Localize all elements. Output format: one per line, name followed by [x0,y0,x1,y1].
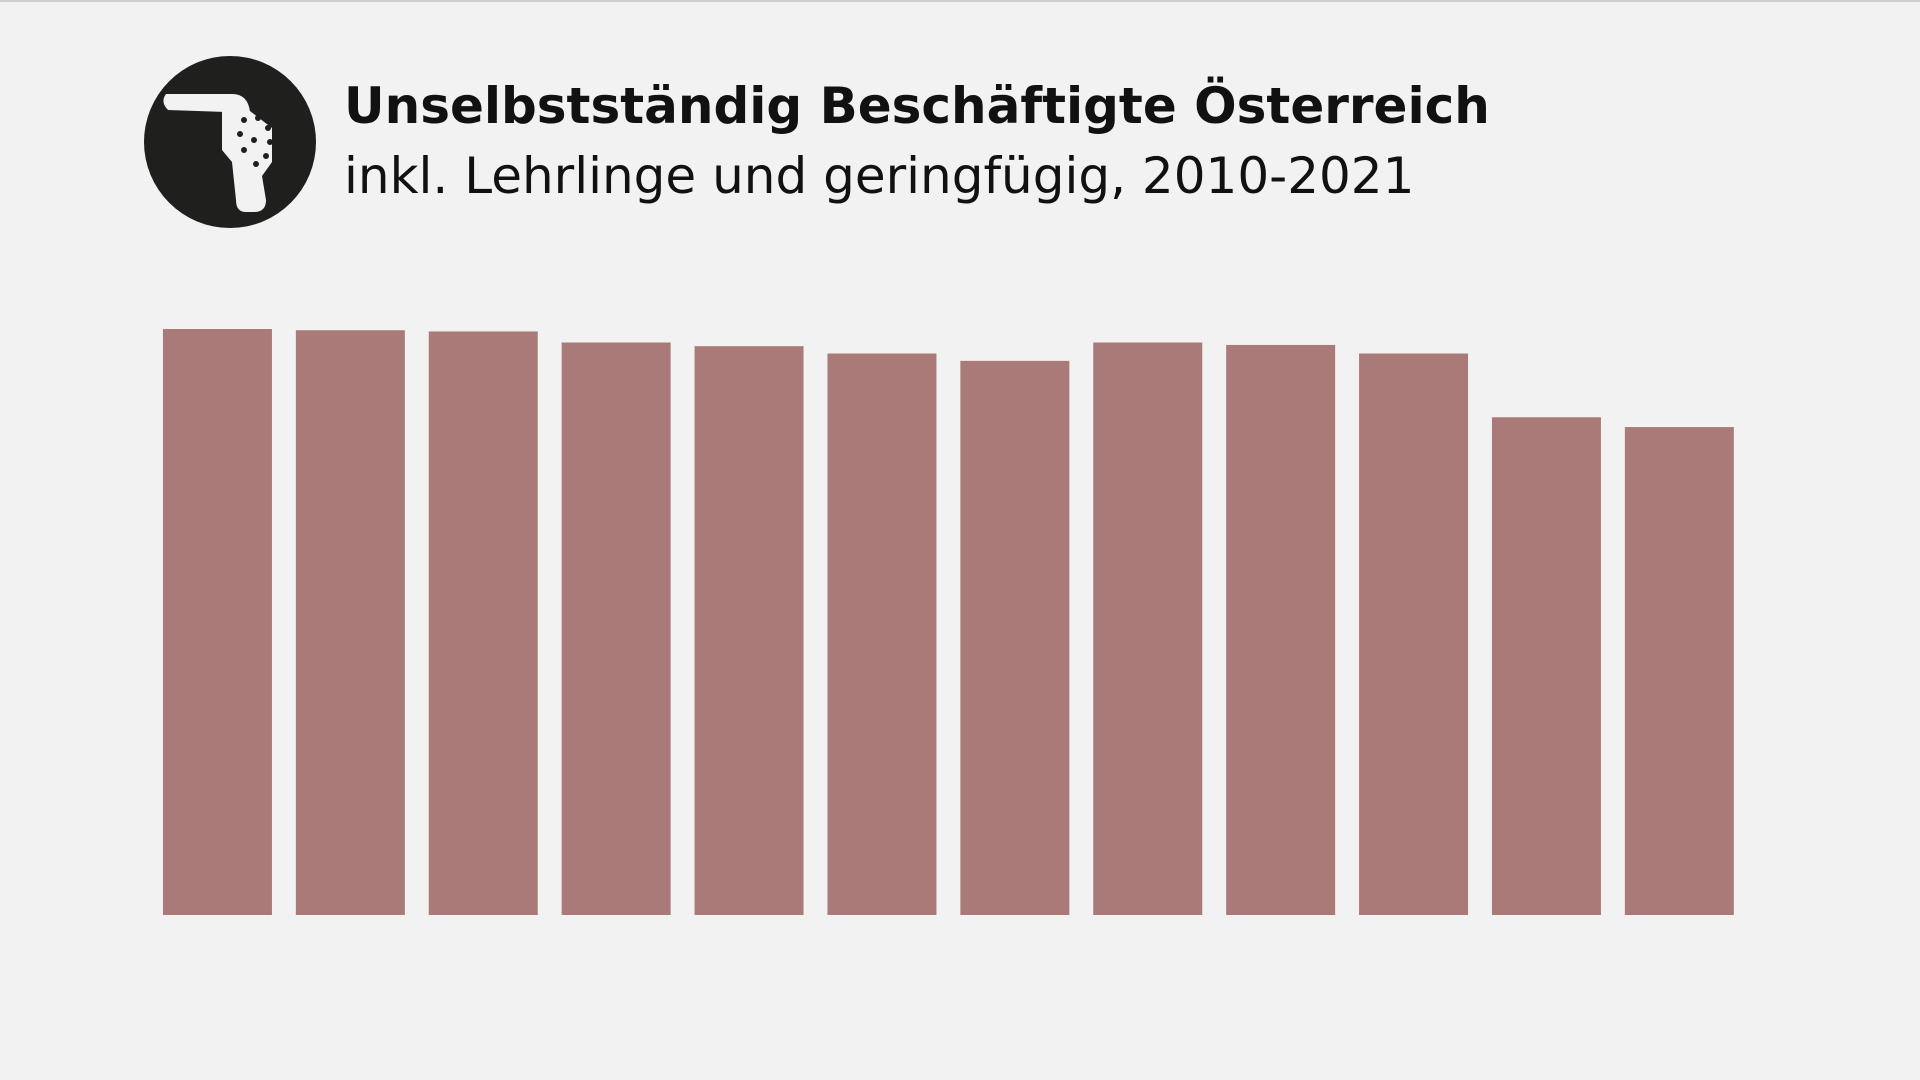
bar [428,331,538,915]
bar [1491,417,1601,915]
chart-title: Unselbstständig Beschäftigte Österreich [344,76,1490,135]
icon [144,56,316,228]
bar [1093,342,1203,915]
bar [1226,344,1336,915]
bar [162,329,272,915]
bar [1359,353,1469,916]
bar [295,330,405,915]
bar [1624,427,1734,915]
bar [960,360,1070,915]
chart-subtitle: inkl. Lehrlinge und geringfügig, 2010-20… [344,147,1414,205]
bar [694,346,804,915]
bar [827,353,937,916]
bar [561,342,671,915]
